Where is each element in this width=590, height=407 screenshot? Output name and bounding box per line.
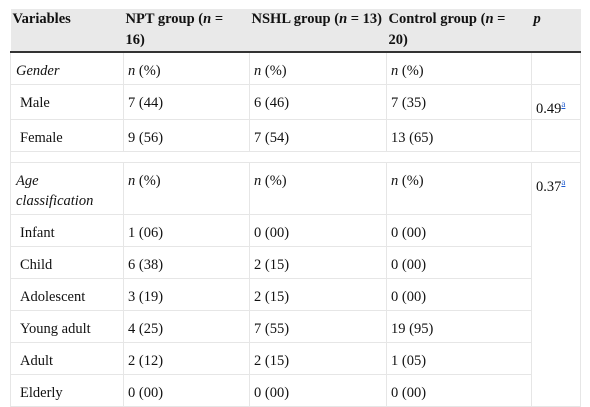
nshl-value: 2 (15) [249,341,387,375]
npt-value: 6 (38) [123,245,250,279]
table-row: Elderly 0 (00) 0 (00) 0 (00) [10,373,581,407]
spacer-row [10,150,581,163]
row-label: Infant [10,213,124,247]
control-value: 1 (05) [386,341,532,375]
row-label: Female [10,118,124,152]
control-value: 19 (95) [386,309,532,343]
npt-value: 1 (06) [123,213,250,247]
demographics-table: Variables NPT group (n = 16) NSHL group … [10,9,581,407]
age-nshl-unit: n (%) [249,161,387,215]
table-row: Infant 1 (06) 0 (00) 0 (00) [10,213,581,247]
row-label: Adolescent [10,277,124,311]
row-label: Male [10,84,124,120]
row-label: Child [10,245,124,279]
nshl-value: 7 (54) [249,118,387,152]
control-value: 13 (65) [386,118,532,152]
control-value: 0 (00) [386,245,532,279]
row-label: Adult [10,341,124,375]
gender-control-unit: n (%) [386,51,532,85]
control-value: 0 (00) [386,373,532,407]
nshl-value: 0 (00) [249,373,387,407]
npt-value: 7 (44) [123,84,250,120]
age-label: Age classification [10,161,124,215]
header-nshl-group: NSHL group (n = 13) [249,9,387,53]
header-row: Variables NPT group (n = 16) NSHL group … [10,9,581,53]
control-value: 7 (35) [386,84,532,120]
footnote-link[interactable]: a [561,176,566,187]
gender-p-empty [531,51,581,85]
gender-label: Gender [10,51,124,85]
table-row: Female 9 (56) 7 (54) 13 (65) [10,118,581,152]
p-empty [531,118,581,152]
table-row: Male 7 (44) 6 (46) 7 (35) 0.49a [10,84,581,120]
nshl-value: 0 (00) [249,213,387,247]
npt-value: 9 (56) [123,118,250,152]
nshl-value: 6 (46) [249,84,387,120]
header-npt-group: NPT group (n = 16) [123,9,250,53]
gender-p-value: 0.49a [531,84,581,120]
nshl-value: 2 (15) [249,277,387,311]
age-control-unit: n (%) [386,161,532,215]
row-label: Elderly [10,373,124,407]
age-group-row: Age classification n (%) n (%) n (%) 0.3… [10,161,581,407]
gender-npt-unit: n (%) [123,51,250,85]
age-p-value: 0.37a [531,161,581,407]
table-row: Adult 2 (12) 2 (15) 1 (05) [10,341,581,375]
control-value: 0 (00) [386,277,532,311]
table-row: Young adult 4 (25) 7 (55) 19 (95) [10,309,581,343]
header-variables: Variables [10,9,124,53]
row-label: Young adult [10,309,124,343]
header-p-value: p [531,9,581,53]
footnote-link[interactable]: a [561,99,566,109]
nshl-value: 7 (55) [249,309,387,343]
npt-value: 3 (19) [123,277,250,311]
age-npt-unit: n (%) [123,161,250,215]
gender-nshl-unit: n (%) [249,51,387,85]
npt-value: 2 (12) [123,341,250,375]
npt-value: 4 (25) [123,309,250,343]
header-control-group: Control group (n = 20) [386,9,532,53]
control-value: 0 (00) [386,213,532,247]
table-row: Adolescent 3 (19) 2 (15) 0 (00) [10,277,581,311]
gender-group-row: Gender n (%) n (%) n (%) [10,51,581,85]
table-row: Child 6 (38) 2 (15) 0 (00) [10,245,581,279]
nshl-value: 2 (15) [249,245,387,279]
npt-value: 0 (00) [123,373,250,407]
